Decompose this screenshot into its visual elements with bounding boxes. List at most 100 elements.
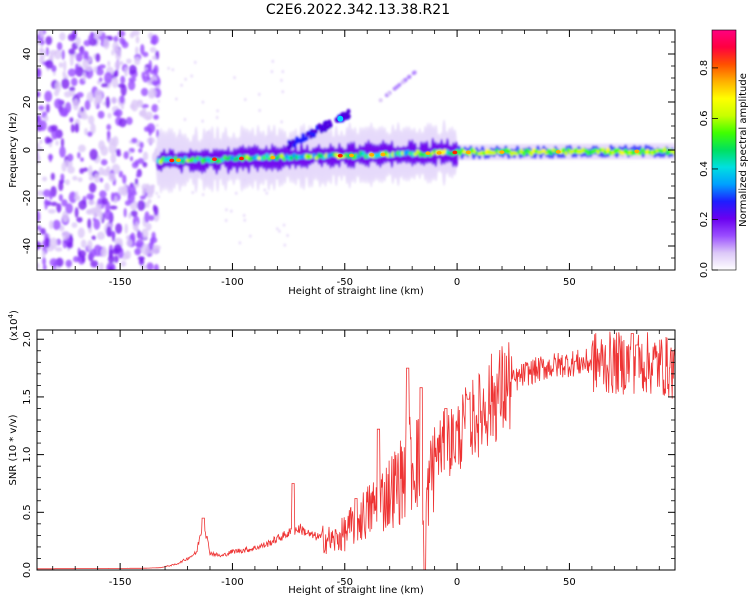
heatmap-band-core [564,151,569,156]
heatmap-faint-dot [201,193,205,197]
heatmap-noise-blob [108,172,116,182]
heatmap-faint-dot [216,109,219,113]
heatmap-noise-blob [106,226,112,237]
snr-scale-suffix: ) [9,310,20,314]
heatmap-noise-blob [125,235,131,240]
heatmap-noise-blob [67,68,77,77]
heatmap-noise-blob [75,36,81,47]
heatmap-noise-blob [121,41,129,49]
colorbar-label: Normalized spectral amplitude [738,73,749,227]
heatmap-noise-blob [100,159,108,166]
heatmap-noise-blob [59,109,68,117]
heatmap-noise-blob [92,217,96,222]
heatmap-noise-blob [87,131,93,137]
heatmap-noise-blob [107,254,115,264]
heatmap-faint-dot [201,119,204,123]
spectrogram-ylabel: Frequency (Hz) [8,112,19,188]
heatmap-noise-blob [99,190,107,199]
heatmap-noise-blob [113,255,119,263]
heatmap-noise-blob [100,145,109,156]
heatmap-hotspot [238,156,244,161]
heatmap-noise-blob [110,192,115,202]
colorbar-gradient [711,29,737,271]
heatmap-noise-blob [81,113,89,120]
heatmap-faint-dot [224,219,228,223]
heatmap-noise-blob [65,203,73,214]
heatmap-noise-blob [47,208,56,214]
heatmap-noise-blob [107,35,113,41]
heatmap-branch-blob [344,111,349,117]
heatmap-noise-blob [152,244,159,255]
heatmap-noise-blob [49,237,58,250]
heatmap-noise-blob [151,80,160,86]
heatmap-hotspot [465,150,471,155]
heatmap-faint-dot [282,223,286,227]
heatmap-faint-dot [230,209,233,213]
heatmap-faint-dot [243,218,246,222]
heatmap-noise-blob [117,186,126,196]
heatmap-faint-dot [156,107,160,111]
heatmap-noise-blob [141,228,149,239]
heatmap-noise-blob [37,262,40,269]
heatmap-noise-blob [44,237,51,248]
heatmap-branch-blob [322,121,327,127]
heatmap-noise-blob [99,177,104,183]
heatmap-faint-dot [175,97,178,101]
heatmap-noise-blob [75,52,83,62]
heatmap-hotspot [369,153,375,157]
heatmap-noise-blob [151,104,159,113]
heatmap-noise-blob [64,159,73,168]
heatmap-noise-blob [108,266,113,270]
heatmap-noise-blob [74,207,79,218]
heatmap-noise-blob [128,212,132,219]
heatmap-noise-blob [88,34,93,43]
heatmap-noise-blob [149,46,157,53]
heatmap-noise-blob [74,122,80,133]
heatmap-noise-blob [140,43,145,55]
colorbar-tick-label: 0.0 [699,262,710,278]
heatmap-noise-blob [123,207,127,218]
heatmap-noise-blob [100,83,109,88]
heatmap-noise-blob [137,200,146,211]
heatmap-hotspot [425,151,431,156]
heatmap-noise-blob [107,60,111,67]
heatmap-noise-blob [138,148,143,153]
heatmap-faint-dot [225,208,228,212]
heatmap-noise-blob [134,159,140,166]
svg-text:(x104): (x104) [7,310,20,341]
heatmap-noise-blob [42,176,48,182]
heatmap-noise-blob [100,247,108,258]
heatmap-noise-blob [103,38,110,50]
spectrogram-xlabel: Height of straight line (km) [288,286,424,297]
heatmap-noise-blob [42,250,46,258]
heatmap-noise-blob [39,40,45,45]
heatmap-noise-blob [69,117,74,123]
snr-ytick-label: 0.0 [22,562,33,578]
heatmap-noise-blob [145,111,153,120]
snr-ytick-label: 0.5 [22,504,33,520]
heatmap-faint-dot [271,59,275,63]
snr-panel: -150 -100 -50 0 50 0.0 0.5 1.0 1.5 2.0 Height of … [7,310,676,596]
heatmap-branch-peak [337,115,344,122]
heatmap-noise-blob [113,35,119,43]
snr-xtick-label: -100 [221,577,244,588]
spectrogram-xtick-label: -150 [109,277,132,288]
heatmap-noise-blob [139,141,144,149]
heatmap-faint-branch [411,71,416,76]
heatmap-faint-dot [235,191,238,195]
heatmap-faint-dot [238,241,242,245]
heatmap-noise-blob [54,81,62,93]
heatmap-noise-blob [148,87,157,98]
heatmap-band-edge [366,139,371,168]
spectrogram-xtick-label: 50 [563,277,576,288]
heatmap-noise-blob [37,210,41,223]
heatmap-noise-blob [123,151,129,160]
heatmap-noise-blob [72,98,79,111]
heatmap-noise-blob [70,123,75,133]
heatmap-noise-blob [68,191,77,204]
heatmap-faint-dot [233,76,236,80]
heatmap-noise-blob [153,263,159,270]
heatmap-noise-blob [42,189,52,198]
heatmap-branch-blob [292,143,297,149]
heatmap-noise-blob [86,91,94,103]
